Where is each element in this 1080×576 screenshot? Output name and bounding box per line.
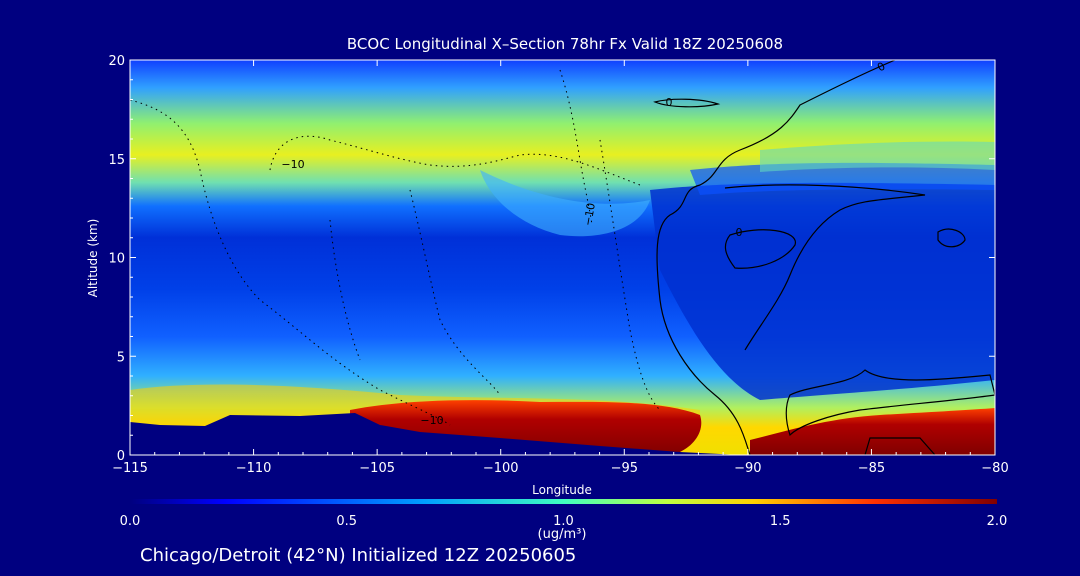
contour-label: −10 (581, 202, 598, 227)
x-tick-label: −100 (483, 461, 519, 476)
dotted-contour-upper (269, 135, 641, 186)
chart-title: BCOC Longitudinal X–Section 78hr Fx Vali… (347, 35, 783, 53)
colorbar (130, 499, 997, 504)
closed-contour-c (864, 437, 936, 455)
contour-label: 0 (666, 96, 673, 109)
y-tick-label: 20 (108, 54, 125, 69)
closed-contour-b (937, 228, 966, 248)
upper-band-east (760, 141, 995, 172)
dotted-contour-east (599, 139, 661, 411)
contour-lines (653, 60, 995, 455)
x-axis-label: Longitude (532, 483, 592, 497)
x-tick-label: −95 (611, 461, 638, 476)
footer-text: Chicago/Detroit (42°N) Initialized 12Z 2… (140, 545, 576, 566)
zero-contour-inner (724, 184, 926, 351)
low-concentration-region (650, 182, 995, 400)
x-axis: −115 −110 −105 −100 −95 −90 −85 −80 (112, 60, 1009, 476)
zero-contour-main (656, 60, 896, 455)
x-tick-label: −115 (112, 461, 148, 476)
y-tick-label: 15 (108, 153, 125, 168)
dotted-contour-mid (409, 189, 501, 396)
contour-label: 0 (736, 226, 743, 239)
colorbar-tick-label: 2.0 (987, 514, 1008, 529)
y-axis-label: Altitude (km) (86, 219, 100, 298)
contour-label: −10 (420, 414, 443, 427)
colorbar-tick-label: 1.0 (553, 514, 574, 529)
colorbar-tick-label: 0.5 (336, 514, 357, 529)
dotted-contour-inner (329, 219, 361, 361)
x-tick-label: −110 (236, 461, 272, 476)
colorbar-tick-label: 0.0 (120, 514, 141, 529)
high-concentration-east (750, 408, 995, 455)
x-tick-label: −90 (734, 461, 761, 476)
contour-label: −10 (281, 158, 304, 171)
colorbar-unit-label: (ug/m³) (538, 527, 587, 542)
colorbar-ticks: 0.0 0.5 1.0 1.5 2.0 (120, 514, 1008, 529)
terrain (130, 413, 740, 455)
y-axis: 0 5 10 15 20 (108, 54, 995, 464)
band-dip (480, 170, 650, 237)
zero-contour-lower (785, 369, 995, 437)
y-tick-label: 0 (117, 449, 125, 464)
closed-contour-a (724, 229, 796, 269)
plot-area (130, 60, 995, 455)
x-tick-label: −105 (359, 461, 395, 476)
y-tick-label: 5 (117, 350, 125, 365)
y-tick-label: 10 (108, 252, 125, 267)
dotted-contours (130, 69, 661, 426)
colorbar-tick-label: 1.5 (770, 514, 791, 529)
x-tick-label: −85 (858, 461, 885, 476)
closed-contour-d (653, 98, 721, 108)
x-tick-label: −80 (981, 461, 1008, 476)
